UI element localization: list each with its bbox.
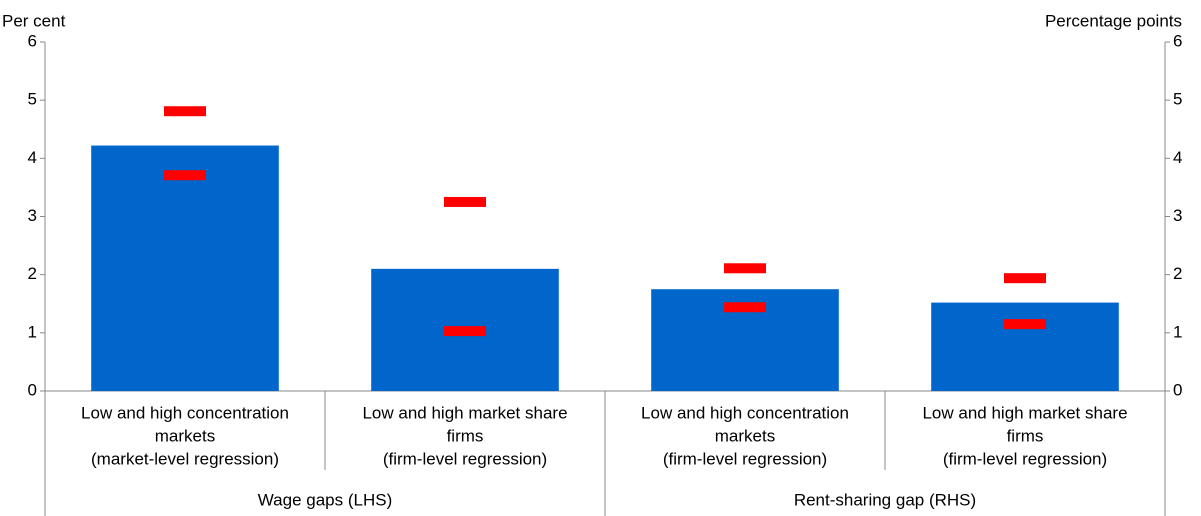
y2-tick-label: 4 [1173, 148, 1182, 167]
ci-marker [1004, 273, 1046, 284]
y2-tick-label: 5 [1173, 90, 1182, 109]
x-tick-label: (firm-level regression) [383, 449, 547, 468]
y-axis-label: Per cent [2, 11, 66, 30]
x-tick-label: markets [155, 426, 215, 445]
y-tick-label: 4 [28, 148, 37, 167]
y2-tick-label: 3 [1173, 206, 1182, 225]
x-tick-label: Low and high market share [922, 403, 1127, 422]
x-tick-label: Low and high concentration [81, 403, 289, 422]
x-tick-label: firms [447, 426, 484, 445]
group-label: Wage gaps (LHS) [258, 490, 392, 509]
group-label: Rent-sharing gap (RHS) [794, 490, 976, 509]
y2-tick-label: 6 [1173, 31, 1182, 50]
y2-tick-label: 0 [1173, 380, 1182, 399]
y-tick-label: 0 [28, 380, 37, 399]
y-tick-label: 3 [28, 206, 37, 225]
y2-axis-label: Percentage points [1045, 11, 1182, 30]
ci-marker [164, 106, 206, 117]
x-tick-label: Low and high concentration [641, 403, 849, 422]
ci-marker [724, 302, 766, 313]
y2-tick-label: 1 [1173, 322, 1182, 341]
bar [91, 145, 279, 391]
bar [931, 302, 1119, 391]
y-tick-label: 6 [28, 31, 37, 50]
x-tick-label: (market-level regression) [91, 449, 279, 468]
y-tick-label: 1 [28, 322, 37, 341]
ci-marker [444, 196, 486, 207]
x-tick-label: (firm-level regression) [943, 449, 1107, 468]
ci-marker [1004, 319, 1046, 330]
x-tick-label: firms [1007, 426, 1044, 445]
x-tick-label: (firm-level regression) [663, 449, 827, 468]
ci-marker [724, 263, 766, 274]
x-tick-label: markets [715, 426, 775, 445]
x-tick-label: Low and high market share [362, 403, 567, 422]
y-tick-label: 5 [28, 90, 37, 109]
ci-marker [444, 326, 486, 337]
y2-tick-label: 2 [1173, 264, 1182, 283]
y-tick-label: 2 [28, 264, 37, 283]
ci-marker [164, 170, 206, 181]
